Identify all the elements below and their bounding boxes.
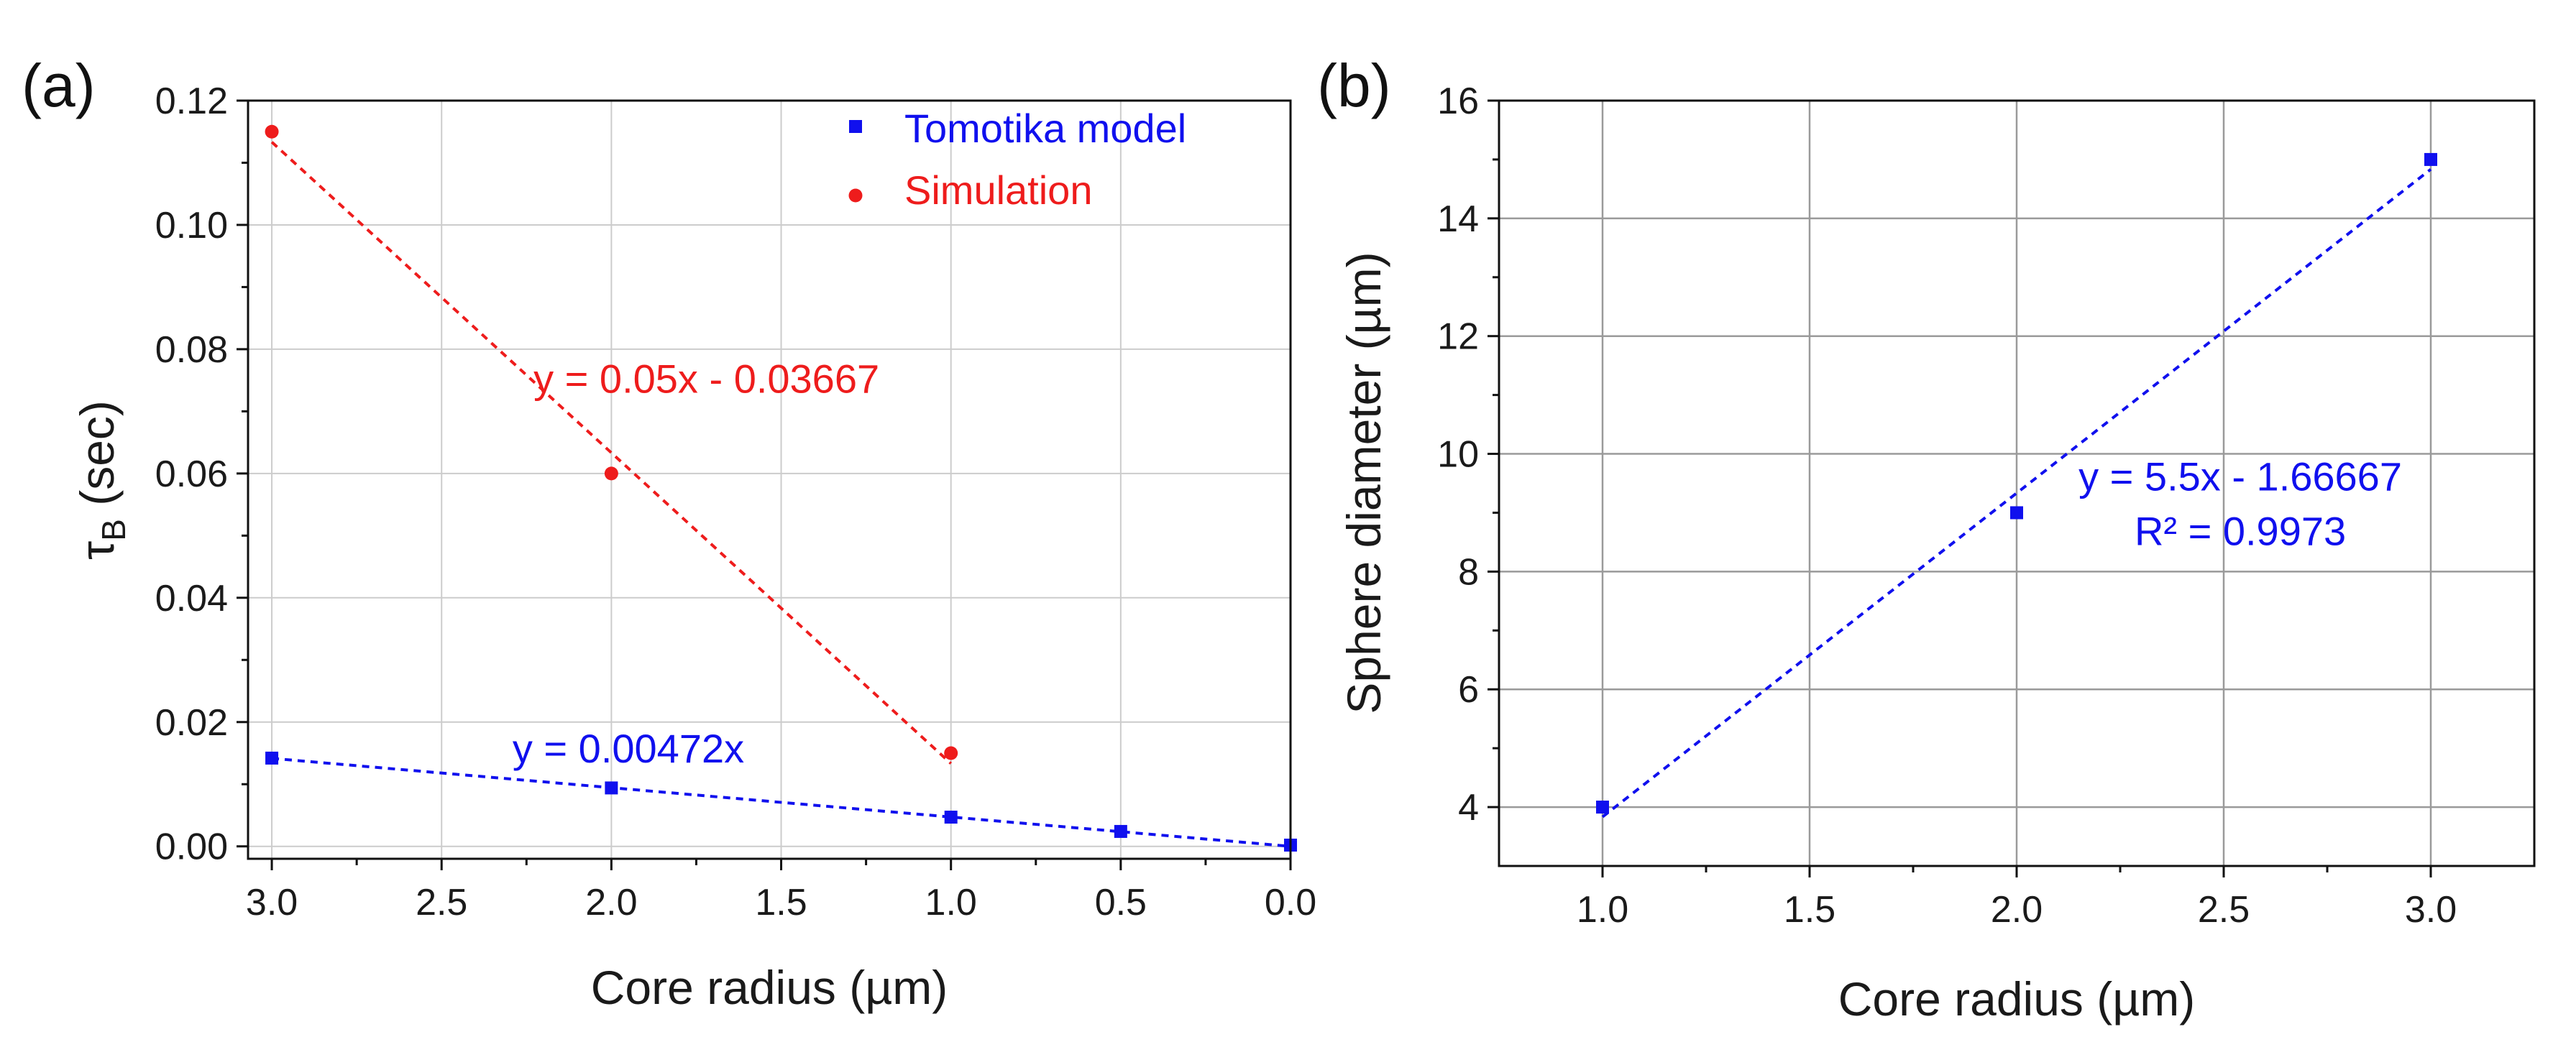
panel-b-x-axis-title-unit: (µm) (2096, 972, 2195, 1026)
panel-a-fit-lines: y = 0.00472x y = 0.05x - 0.03667 (270, 141, 1291, 848)
panel-b-x-tick-label: 2.5 (2198, 889, 2250, 931)
panel-a-x-tick-label: 2.0 (585, 882, 637, 923)
panel-b-y-tick-label: 6 (1458, 669, 1479, 711)
panel-a-y-axis-title-unit: (sec) (70, 400, 124, 519)
panel-a-x-tick-label: 2.5 (416, 882, 467, 923)
panel-a-plot-frame (247, 99, 1292, 860)
panel-a-y-tick-label: 0.04 (155, 578, 228, 619)
panel-a-x-tick-label: 0.5 (1095, 882, 1147, 923)
legend-label-tomotika: Tomotika model (904, 106, 1186, 151)
panel-b-fit-r-squared-0: R² = 0.9973 (2135, 508, 2346, 553)
panel-b-point-0-2 (2424, 152, 2437, 166)
panel-a-data-points (265, 124, 1297, 852)
panel-b-x-tick-label: 3.0 (2405, 889, 2457, 931)
panel-a-y-tick-label: 0.06 (155, 453, 228, 495)
panel-a-x-axis-title: Core radius (µm) (591, 961, 948, 1014)
panel-a-gridlines (248, 101, 1291, 859)
legend-marker-tomotika (849, 120, 862, 133)
panel-a-x-tick-label: 1.5 (755, 882, 807, 923)
panel-a-y-tick-label: 0.00 (155, 826, 228, 868)
panel-b-y-axis-title-unit: (µm) (1337, 252, 1390, 350)
panel-b-label: (b) (1317, 52, 1391, 119)
panel-b-fit-line-0 (1601, 168, 2432, 819)
panel-a-point-0-3 (1114, 824, 1127, 838)
panel-a-x-axis-title-main: Core radius (591, 961, 850, 1014)
panel-b-fit-equation-0: y = 5.5x - 1.66667 (2078, 453, 2402, 499)
panel-a-fit-equation-1: y = 0.05x - 0.03667 (533, 356, 879, 401)
panel-a-point-1-2 (944, 746, 958, 760)
panel-a-label: (a) (22, 52, 96, 119)
panel-b-point-0-0 (1596, 801, 1609, 814)
panel-b-x-tick-label: 2.0 (1991, 889, 2043, 931)
panel-b-x-tick-label: 1.5 (1784, 889, 1835, 931)
legend-label-simulation: Simulation (904, 167, 1092, 213)
panel-a-x-tick-label: 0.0 (1265, 882, 1316, 923)
panel-a-point-0-2 (944, 811, 958, 824)
panel-b-x-axis-title-main: Core radius (1838, 972, 2097, 1026)
panel-b-x-axis-title: Core radius (µm) (1838, 972, 2195, 1026)
panel-b-y-tick-label: 16 (1437, 80, 1479, 122)
panel-a-ticks: 3.0 2.5 2.0 1.5 1.0 0.5 0.0 0.00 0.02 0.04 0.06 0.0… (155, 80, 1316, 923)
panel-a-x-tick-label: 1.0 (925, 882, 977, 923)
panel-a: (a) y = 0.00472x y = 0.05x - 0.03667 3.0 2… (22, 52, 1316, 1014)
panel-a-y-tick-label: 0.10 (155, 205, 228, 246)
panel-a-point-0-1 (605, 781, 618, 795)
panel-a-y-axis-title: τB (sec) (70, 400, 132, 560)
panel-b: (b) y = 5.5x - 1.66667 R² = 0.9973 1.0 1.5… (1317, 52, 2536, 1026)
panel-a-x-tick-label: 3.0 (246, 882, 298, 923)
panel-a-y-axis-title-subscript: B (95, 519, 132, 541)
panel-a-legend: Tomotika model Simulation (848, 106, 1186, 213)
panel-b-y-axis-title: Sphere diameter (µm) (1337, 252, 1390, 714)
panel-a-y-tick-label: 0.12 (155, 80, 228, 122)
panel-b-y-axis-title-main: Sphere diameter (1337, 350, 1390, 714)
panel-b-gridlines (1499, 101, 2534, 866)
panel-a-point-1-1 (604, 466, 618, 481)
panel-a-x-axis-title-unit: (µm) (849, 961, 948, 1014)
panel-b-y-tick-label: 8 (1458, 551, 1479, 593)
panel-a-y-tick-label: 0.08 (155, 329, 228, 371)
panel-a-y-tick-label: 0.02 (155, 702, 228, 744)
panel-a-fit-line-1 (270, 141, 953, 765)
panel-a-point-0-0 (265, 751, 279, 765)
panel-b-y-tick-label: 4 (1458, 787, 1479, 829)
panel-a-fit-equation-0: y = 0.00472x (513, 726, 744, 771)
panel-b-fit-lines: y = 5.5x - 1.66667 R² = 0.9973 (1601, 168, 2432, 819)
panel-b-y-tick-label: 10 (1437, 434, 1479, 476)
panel-a-y-axis-title-tau: τ (70, 541, 124, 560)
legend-marker-simulation (848, 188, 863, 203)
panel-a-fit-line-0 (271, 757, 1291, 848)
panel-b-y-tick-label: 14 (1437, 198, 1479, 240)
panel-b-y-tick-label: 12 (1437, 316, 1479, 358)
panel-b-ticks: 1.0 1.5 2.0 2.5 3.0 4 6 8 10 12 14 16 (1437, 80, 2457, 931)
panel-b-data-points (1596, 152, 2437, 814)
panel-a-point-1-0 (265, 124, 279, 139)
panel-b-x-tick-label: 1.0 (1577, 889, 1628, 931)
panel-b-point-0-1 (2010, 506, 2023, 520)
